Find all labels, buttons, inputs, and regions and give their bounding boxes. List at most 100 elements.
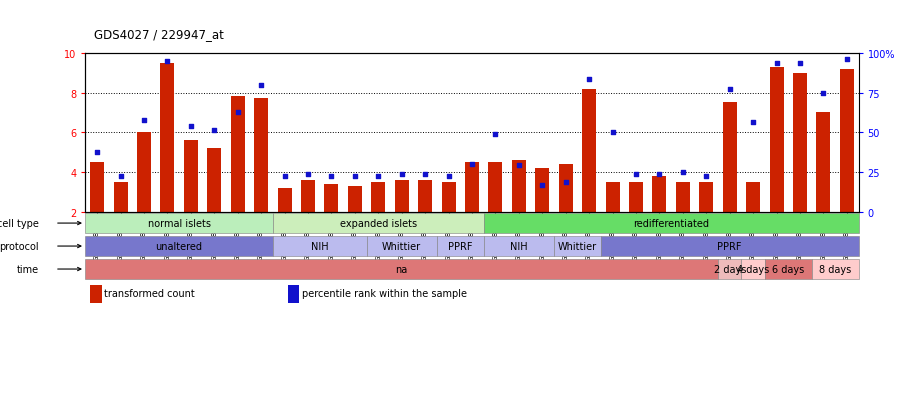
Text: na: na (396, 264, 408, 274)
Bar (208, 149, 221, 212)
Bar (465, 163, 479, 212)
Bar (793, 74, 807, 212)
Bar (325, 184, 338, 212)
Point (582, 76, 596, 83)
Text: 8 days: 8 days (819, 264, 851, 274)
Point (113, 173, 128, 180)
Bar (441, 183, 456, 212)
Text: 4 days: 4 days (737, 264, 770, 274)
Point (441, 173, 456, 180)
Point (183, 123, 198, 130)
Bar (582, 89, 596, 212)
Text: normal islets: normal islets (147, 218, 210, 228)
Bar (765, 259, 812, 280)
Point (90, 150, 104, 156)
Point (676, 169, 690, 176)
Point (465, 161, 479, 168)
Bar (395, 180, 409, 212)
Point (699, 173, 714, 180)
Bar (512, 161, 526, 212)
Bar (816, 113, 831, 212)
Text: Whittier: Whittier (558, 242, 597, 252)
Point (605, 130, 619, 136)
Bar (160, 64, 174, 212)
Bar (484, 213, 859, 234)
Bar (699, 183, 713, 212)
Point (371, 173, 386, 180)
Bar (484, 236, 554, 257)
Point (816, 90, 831, 97)
Bar (812, 259, 859, 280)
Point (325, 173, 339, 180)
Point (254, 82, 268, 89)
Point (770, 60, 784, 67)
Text: transformed count: transformed count (104, 288, 195, 298)
Text: protocol: protocol (0, 242, 39, 252)
Bar (558, 164, 573, 212)
Point (840, 56, 854, 63)
Point (160, 58, 174, 65)
Text: percentile rank within the sample: percentile rank within the sample (302, 288, 467, 298)
Bar (272, 213, 484, 234)
Point (278, 173, 292, 180)
Point (348, 173, 362, 180)
Bar (718, 259, 742, 280)
Point (207, 128, 221, 134)
Bar (840, 69, 854, 212)
Bar (272, 236, 367, 257)
Text: PPRF: PPRF (717, 242, 742, 252)
Point (652, 171, 666, 178)
Point (395, 171, 409, 178)
Point (793, 60, 807, 67)
Point (137, 118, 151, 124)
Point (230, 110, 245, 116)
Bar (301, 180, 315, 212)
Point (558, 179, 573, 186)
Bar (418, 180, 432, 212)
Text: unaltered: unaltered (156, 242, 202, 252)
Bar (85, 236, 272, 257)
Text: 2 days: 2 days (714, 264, 746, 274)
Text: expanded islets: expanded islets (340, 218, 417, 228)
Bar (606, 183, 619, 212)
Bar (554, 236, 601, 257)
Text: NIH: NIH (311, 242, 328, 252)
Bar (371, 183, 386, 212)
Text: cell type: cell type (0, 218, 39, 228)
Text: time: time (16, 264, 39, 274)
Text: 6 days: 6 days (772, 264, 805, 274)
Point (418, 171, 432, 178)
Text: redifferentiated: redifferentiated (633, 218, 709, 228)
Point (488, 132, 503, 138)
Bar (770, 68, 784, 212)
Bar (723, 103, 736, 212)
Point (301, 171, 316, 178)
Point (512, 162, 526, 169)
Bar (90, 163, 104, 212)
Point (723, 86, 737, 93)
Bar (437, 236, 484, 257)
Text: NIH: NIH (510, 242, 528, 252)
Bar (746, 183, 761, 212)
Bar (348, 186, 362, 212)
Text: GDS4027 / 229947_at: GDS4027 / 229947_at (94, 28, 224, 41)
Text: Whittier: Whittier (382, 242, 422, 252)
Bar (137, 133, 151, 212)
Bar (254, 99, 268, 212)
Bar (653, 176, 666, 212)
Point (535, 182, 549, 189)
Bar (488, 163, 503, 212)
Bar (742, 259, 765, 280)
Bar (231, 97, 245, 212)
Bar (535, 169, 549, 212)
Bar (676, 183, 690, 212)
Bar (367, 236, 437, 257)
Bar (278, 188, 291, 212)
Bar (183, 141, 198, 212)
Bar (113, 183, 128, 212)
Text: PPRF: PPRF (448, 242, 473, 252)
Point (628, 171, 643, 178)
Bar (85, 213, 272, 234)
Bar (601, 236, 859, 257)
Bar (85, 259, 718, 280)
